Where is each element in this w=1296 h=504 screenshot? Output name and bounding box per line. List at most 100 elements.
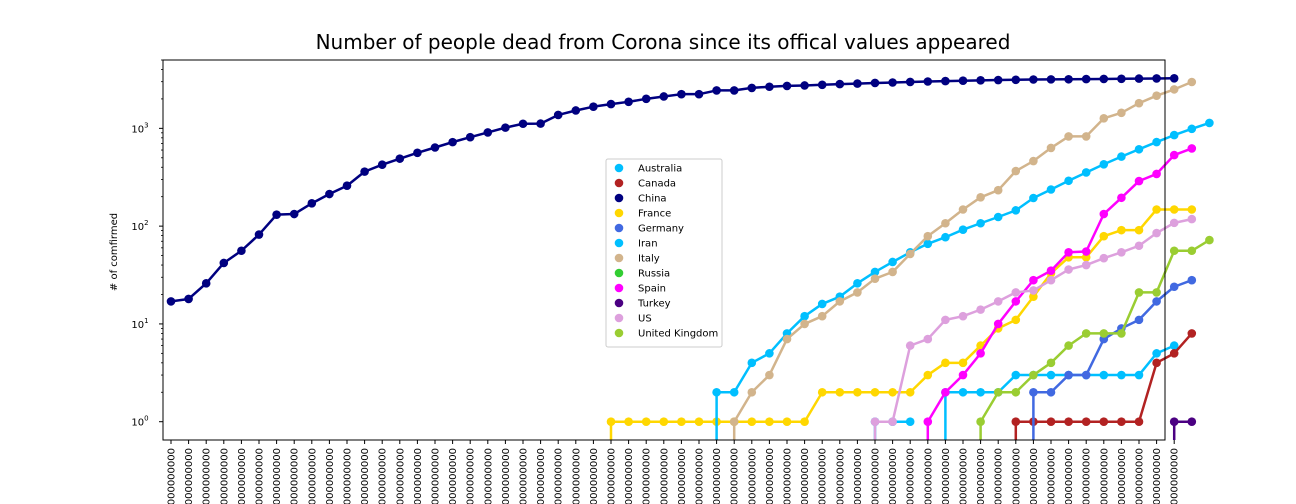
data-point <box>1064 248 1073 257</box>
data-point <box>1046 370 1056 380</box>
data-point <box>958 76 968 86</box>
data-point <box>1011 206 1021 215</box>
data-point <box>835 387 845 397</box>
data-point <box>1169 282 1179 292</box>
data-point <box>747 83 757 93</box>
data-point <box>360 167 369 176</box>
data-point <box>1081 370 1091 380</box>
y-axis-label: # of comfirmed <box>109 213 120 291</box>
data-point <box>1064 341 1073 350</box>
data-point <box>782 334 792 344</box>
data-point <box>976 305 985 314</box>
data-point <box>641 94 651 104</box>
data-point <box>1169 218 1179 228</box>
x-tick-label: 000000000 <box>466 448 477 504</box>
data-point <box>1029 193 1038 203</box>
x-tick-label: 000000000 <box>712 448 723 504</box>
data-point <box>941 76 950 86</box>
data-point <box>483 128 493 137</box>
data-point <box>765 370 774 380</box>
series-layer <box>166 74 1214 440</box>
data-point <box>166 297 176 306</box>
data-point <box>888 267 897 277</box>
data-point <box>870 78 880 88</box>
data-point <box>835 297 845 306</box>
y-tick-label: 100 <box>131 415 148 429</box>
legend-marker <box>614 268 624 278</box>
data-point <box>1152 91 1161 100</box>
data-point <box>395 154 405 163</box>
data-point <box>1064 132 1073 141</box>
data-point <box>712 86 721 95</box>
data-point <box>1187 205 1197 214</box>
data-point <box>1169 205 1179 214</box>
data-point <box>1046 387 1056 397</box>
data-point <box>1169 417 1179 427</box>
data-point <box>817 80 827 90</box>
data-point <box>1134 241 1144 251</box>
data-point <box>1152 137 1161 147</box>
data-point <box>993 297 1003 306</box>
data-point <box>1117 152 1126 161</box>
legend-label: United Kingdom <box>638 329 718 340</box>
x-tick-label: 000000000 <box>747 448 758 504</box>
data-point <box>1152 205 1161 214</box>
data-point <box>1187 246 1197 256</box>
data-point <box>1134 417 1144 427</box>
data-point <box>888 387 897 397</box>
data-point <box>1134 176 1144 186</box>
x-tick-label: 000000000 <box>624 448 635 504</box>
series-line <box>926 147 1193 440</box>
data-point <box>1134 144 1144 154</box>
data-point <box>1029 156 1038 166</box>
x-axis: 000000000 000000000 000000000 000000000 0000… <box>167 440 1181 504</box>
data-point <box>712 387 721 397</box>
data-point <box>659 92 669 101</box>
x-tick-label: 000000000 <box>360 448 371 504</box>
x-tick-label: 000000000 <box>167 448 178 504</box>
legend-marker <box>614 193 624 203</box>
data-point <box>272 210 281 219</box>
data-point <box>237 246 246 256</box>
data-point <box>923 417 933 427</box>
x-tick-label: 000000000 <box>1011 448 1022 504</box>
data-point <box>993 319 1003 329</box>
x-tick-label: 000000000 <box>413 448 424 504</box>
data-point <box>905 417 915 427</box>
data-point <box>853 279 862 288</box>
x-tick-label: 000000000 <box>835 448 846 504</box>
x-tick-label: 000000000 <box>994 448 1005 504</box>
data-point <box>1081 132 1091 141</box>
data-point <box>958 311 968 321</box>
data-point <box>747 387 757 397</box>
data-point <box>1046 358 1056 368</box>
data-point <box>1011 297 1021 306</box>
data-point <box>993 75 1003 85</box>
y-axis: 100 101 102 103 <box>131 59 163 429</box>
legend-marker <box>614 313 624 323</box>
y-tick-label: 102 <box>131 219 148 233</box>
data-point <box>1011 166 1021 176</box>
data-point <box>465 132 475 142</box>
data-point <box>888 257 897 267</box>
data-point <box>888 417 897 427</box>
data-point <box>1134 225 1144 235</box>
data-point <box>941 358 950 368</box>
x-tick-label: 000000000 <box>571 448 582 504</box>
data-point <box>958 225 968 234</box>
x-tick-label: 000000000 <box>783 448 794 504</box>
data-point <box>1152 349 1161 358</box>
data-point <box>1029 370 1038 380</box>
data-point <box>1099 74 1109 84</box>
x-tick-label: 000000000 <box>888 448 899 504</box>
data-point <box>1205 118 1214 128</box>
data-point <box>870 267 880 277</box>
data-point <box>941 232 950 242</box>
data-point <box>1187 275 1197 285</box>
data-point <box>624 417 633 427</box>
data-point <box>1064 74 1073 84</box>
data-point <box>905 341 915 350</box>
data-point <box>923 334 933 344</box>
data-point <box>870 417 880 427</box>
data-point <box>1081 417 1091 427</box>
